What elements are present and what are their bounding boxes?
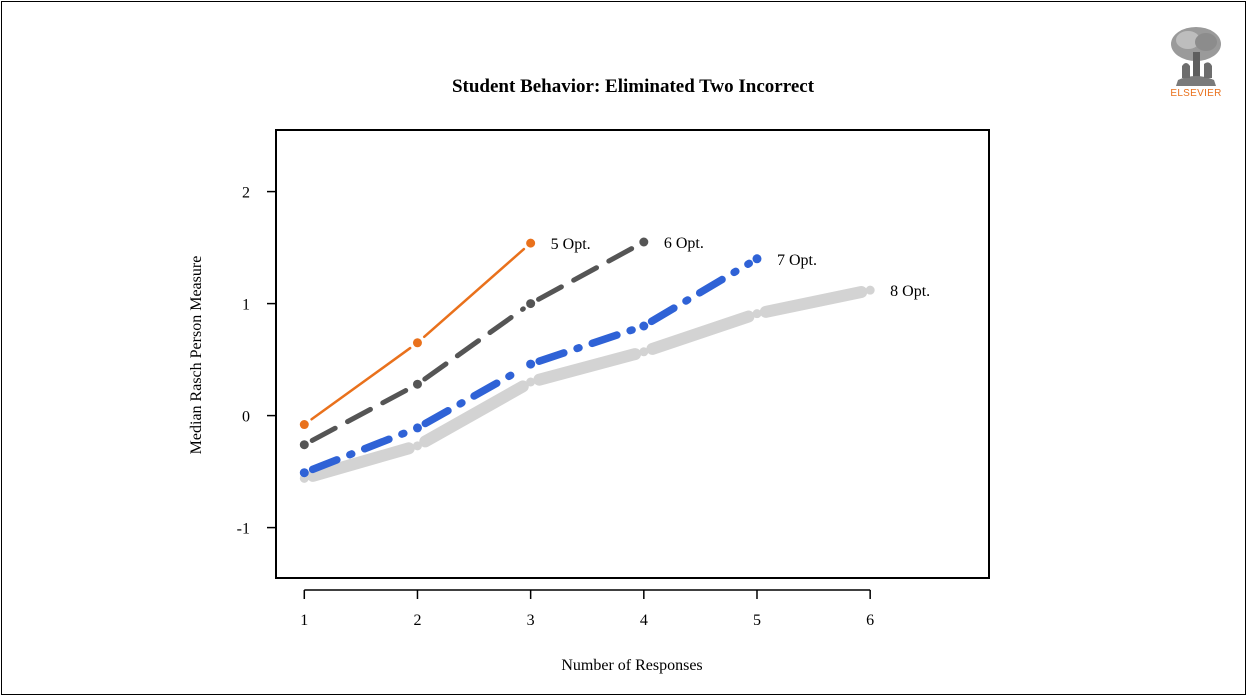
- data-point: [865, 285, 875, 295]
- y-tick-label: 0: [242, 409, 250, 426]
- data-point: [752, 309, 762, 319]
- data-point: [526, 359, 536, 369]
- data-point: [412, 379, 422, 389]
- data-point: [299, 440, 309, 450]
- data-point: [412, 441, 422, 451]
- data-point: [639, 347, 649, 357]
- series-segment: [422, 247, 526, 339]
- series-8-opt: [299, 285, 875, 483]
- data-point: [412, 338, 422, 348]
- data-point: [526, 377, 536, 387]
- series-layer: [299, 237, 875, 483]
- series-segment: [421, 364, 527, 428]
- x-axis-label: Number of Responses: [561, 657, 702, 674]
- data-point: [752, 254, 762, 264]
- y-tick-label: 2: [242, 185, 250, 202]
- series-segment: [419, 380, 529, 448]
- elsevier-logo: ELSEVIER: [1166, 22, 1226, 99]
- series-segment: [309, 385, 413, 443]
- data-point: [412, 423, 422, 433]
- series-6-opt: [299, 237, 649, 450]
- series-segment: [308, 427, 413, 474]
- series-5-opt: [299, 238, 536, 430]
- data-point: [526, 238, 536, 248]
- y-axis-label: Median Rasch Person Measure: [188, 256, 205, 455]
- series-label: 7 Opt.: [777, 252, 817, 269]
- series-segment: [536, 243, 639, 302]
- series-segment: [422, 306, 526, 382]
- data-point: [299, 420, 309, 430]
- series-label: 5 Opt.: [551, 236, 591, 253]
- series-segment: [759, 285, 868, 318]
- series-7-opt: [299, 254, 762, 478]
- series-segment: [306, 442, 415, 482]
- series-segment: [310, 346, 412, 421]
- y-tick-label: 1: [242, 297, 250, 314]
- data-point: [526, 299, 536, 309]
- x-tick-label: 5: [753, 612, 761, 629]
- x-tick-label: 6: [866, 612, 874, 629]
- data-point: [639, 321, 649, 331]
- chart-title: Student Behavior: Eliminated Two Incorre…: [452, 76, 815, 97]
- series-labels: 8 Opt. 7 Opt. 6 Opt. 5 Opt.: [551, 235, 931, 300]
- x-tick-label: 1: [300, 612, 308, 629]
- series-segment: [647, 259, 754, 326]
- series-segment: [533, 348, 642, 386]
- series-segment: [535, 325, 640, 365]
- elsevier-wordmark: ELSEVIER: [1170, 88, 1222, 99]
- series-segment: [646, 310, 755, 355]
- data-point: [299, 468, 309, 478]
- x-tick-label: 2: [413, 612, 421, 629]
- x-axis: 1 2 3 4 5 6: [300, 589, 874, 629]
- y-axis: -1 0 1 2: [237, 185, 277, 538]
- series-label: 6 Opt.: [664, 235, 704, 252]
- y-tick-label: -1: [237, 521, 250, 538]
- x-tick-label: 3: [527, 612, 535, 629]
- tree-icon: [1171, 27, 1221, 86]
- x-tick-label: 4: [640, 612, 648, 629]
- data-point: [639, 237, 649, 247]
- series-label: 8 Opt.: [890, 283, 930, 300]
